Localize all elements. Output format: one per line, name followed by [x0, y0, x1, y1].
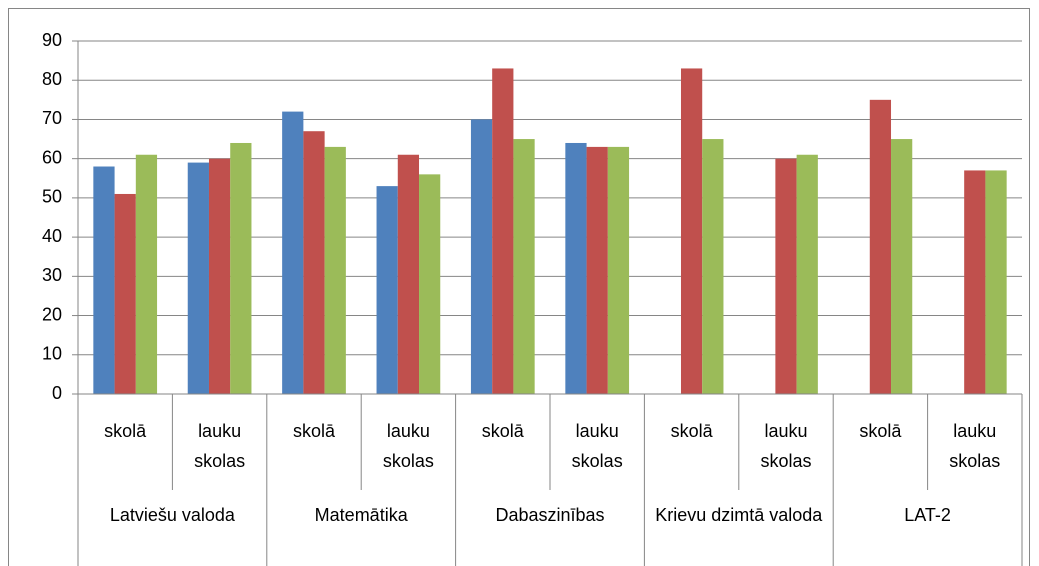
bar: [964, 170, 986, 394]
bar: [565, 142, 587, 394]
bar: [93, 166, 115, 394]
group-label: Krievu dzimtā valoda: [655, 505, 823, 525]
bar: [891, 139, 913, 394]
y-tick-label: 20: [42, 304, 62, 324]
bar: [796, 154, 818, 394]
group-label: LAT-2: [904, 505, 951, 525]
x-tick-label: lauku skolas: [760, 421, 812, 471]
bar: [114, 193, 136, 394]
x-tick-label: skolā: [859, 421, 902, 441]
bar: [680, 68, 703, 394]
y-tick-label: 80: [42, 69, 62, 89]
y-tick-label: 10: [42, 344, 62, 364]
chart-frame: [8, 8, 1030, 566]
x-tick-label: lauku skolas: [949, 421, 1001, 471]
y-tick-label: 50: [42, 187, 62, 207]
bar: [607, 146, 630, 394]
x-tick-label: skolā: [104, 421, 147, 441]
bar: [282, 111, 304, 394]
y-tick-label: 0: [52, 383, 62, 403]
y-tick-label: 30: [42, 265, 62, 285]
x-tick-label: skolā: [481, 421, 524, 441]
bar: [135, 154, 158, 394]
bar: [513, 139, 535, 394]
bar: [586, 146, 608, 394]
x-tick-label: skolā: [670, 421, 713, 441]
bar: [775, 158, 797, 394]
bar: [985, 170, 1007, 394]
y-tick-label: 60: [42, 147, 62, 167]
bar: [397, 154, 420, 394]
x-tick-label: skolā: [292, 421, 335, 441]
y-tick-label: 40: [42, 226, 62, 246]
bar: [208, 158, 231, 394]
bar: [230, 142, 252, 394]
bar: [376, 186, 398, 394]
x-tick-label: lauku skolas: [382, 421, 434, 471]
bar: [492, 68, 514, 394]
x-tick-label: lauku skolas: [194, 421, 246, 471]
y-tick-label: 70: [42, 108, 62, 128]
bar: [702, 139, 724, 394]
y-tick-label: 90: [42, 30, 62, 50]
bar: [303, 131, 325, 394]
bar: [419, 174, 441, 394]
x-tick-label: lauku skolas: [571, 421, 623, 471]
bar: [324, 146, 346, 394]
bar: [869, 99, 892, 394]
bar: [470, 119, 493, 394]
group-label: Dabaszinības: [495, 505, 605, 525]
group-label: Latviešu valoda: [109, 505, 235, 525]
bar: [187, 162, 209, 394]
group-label: Matemātika: [314, 505, 408, 525]
